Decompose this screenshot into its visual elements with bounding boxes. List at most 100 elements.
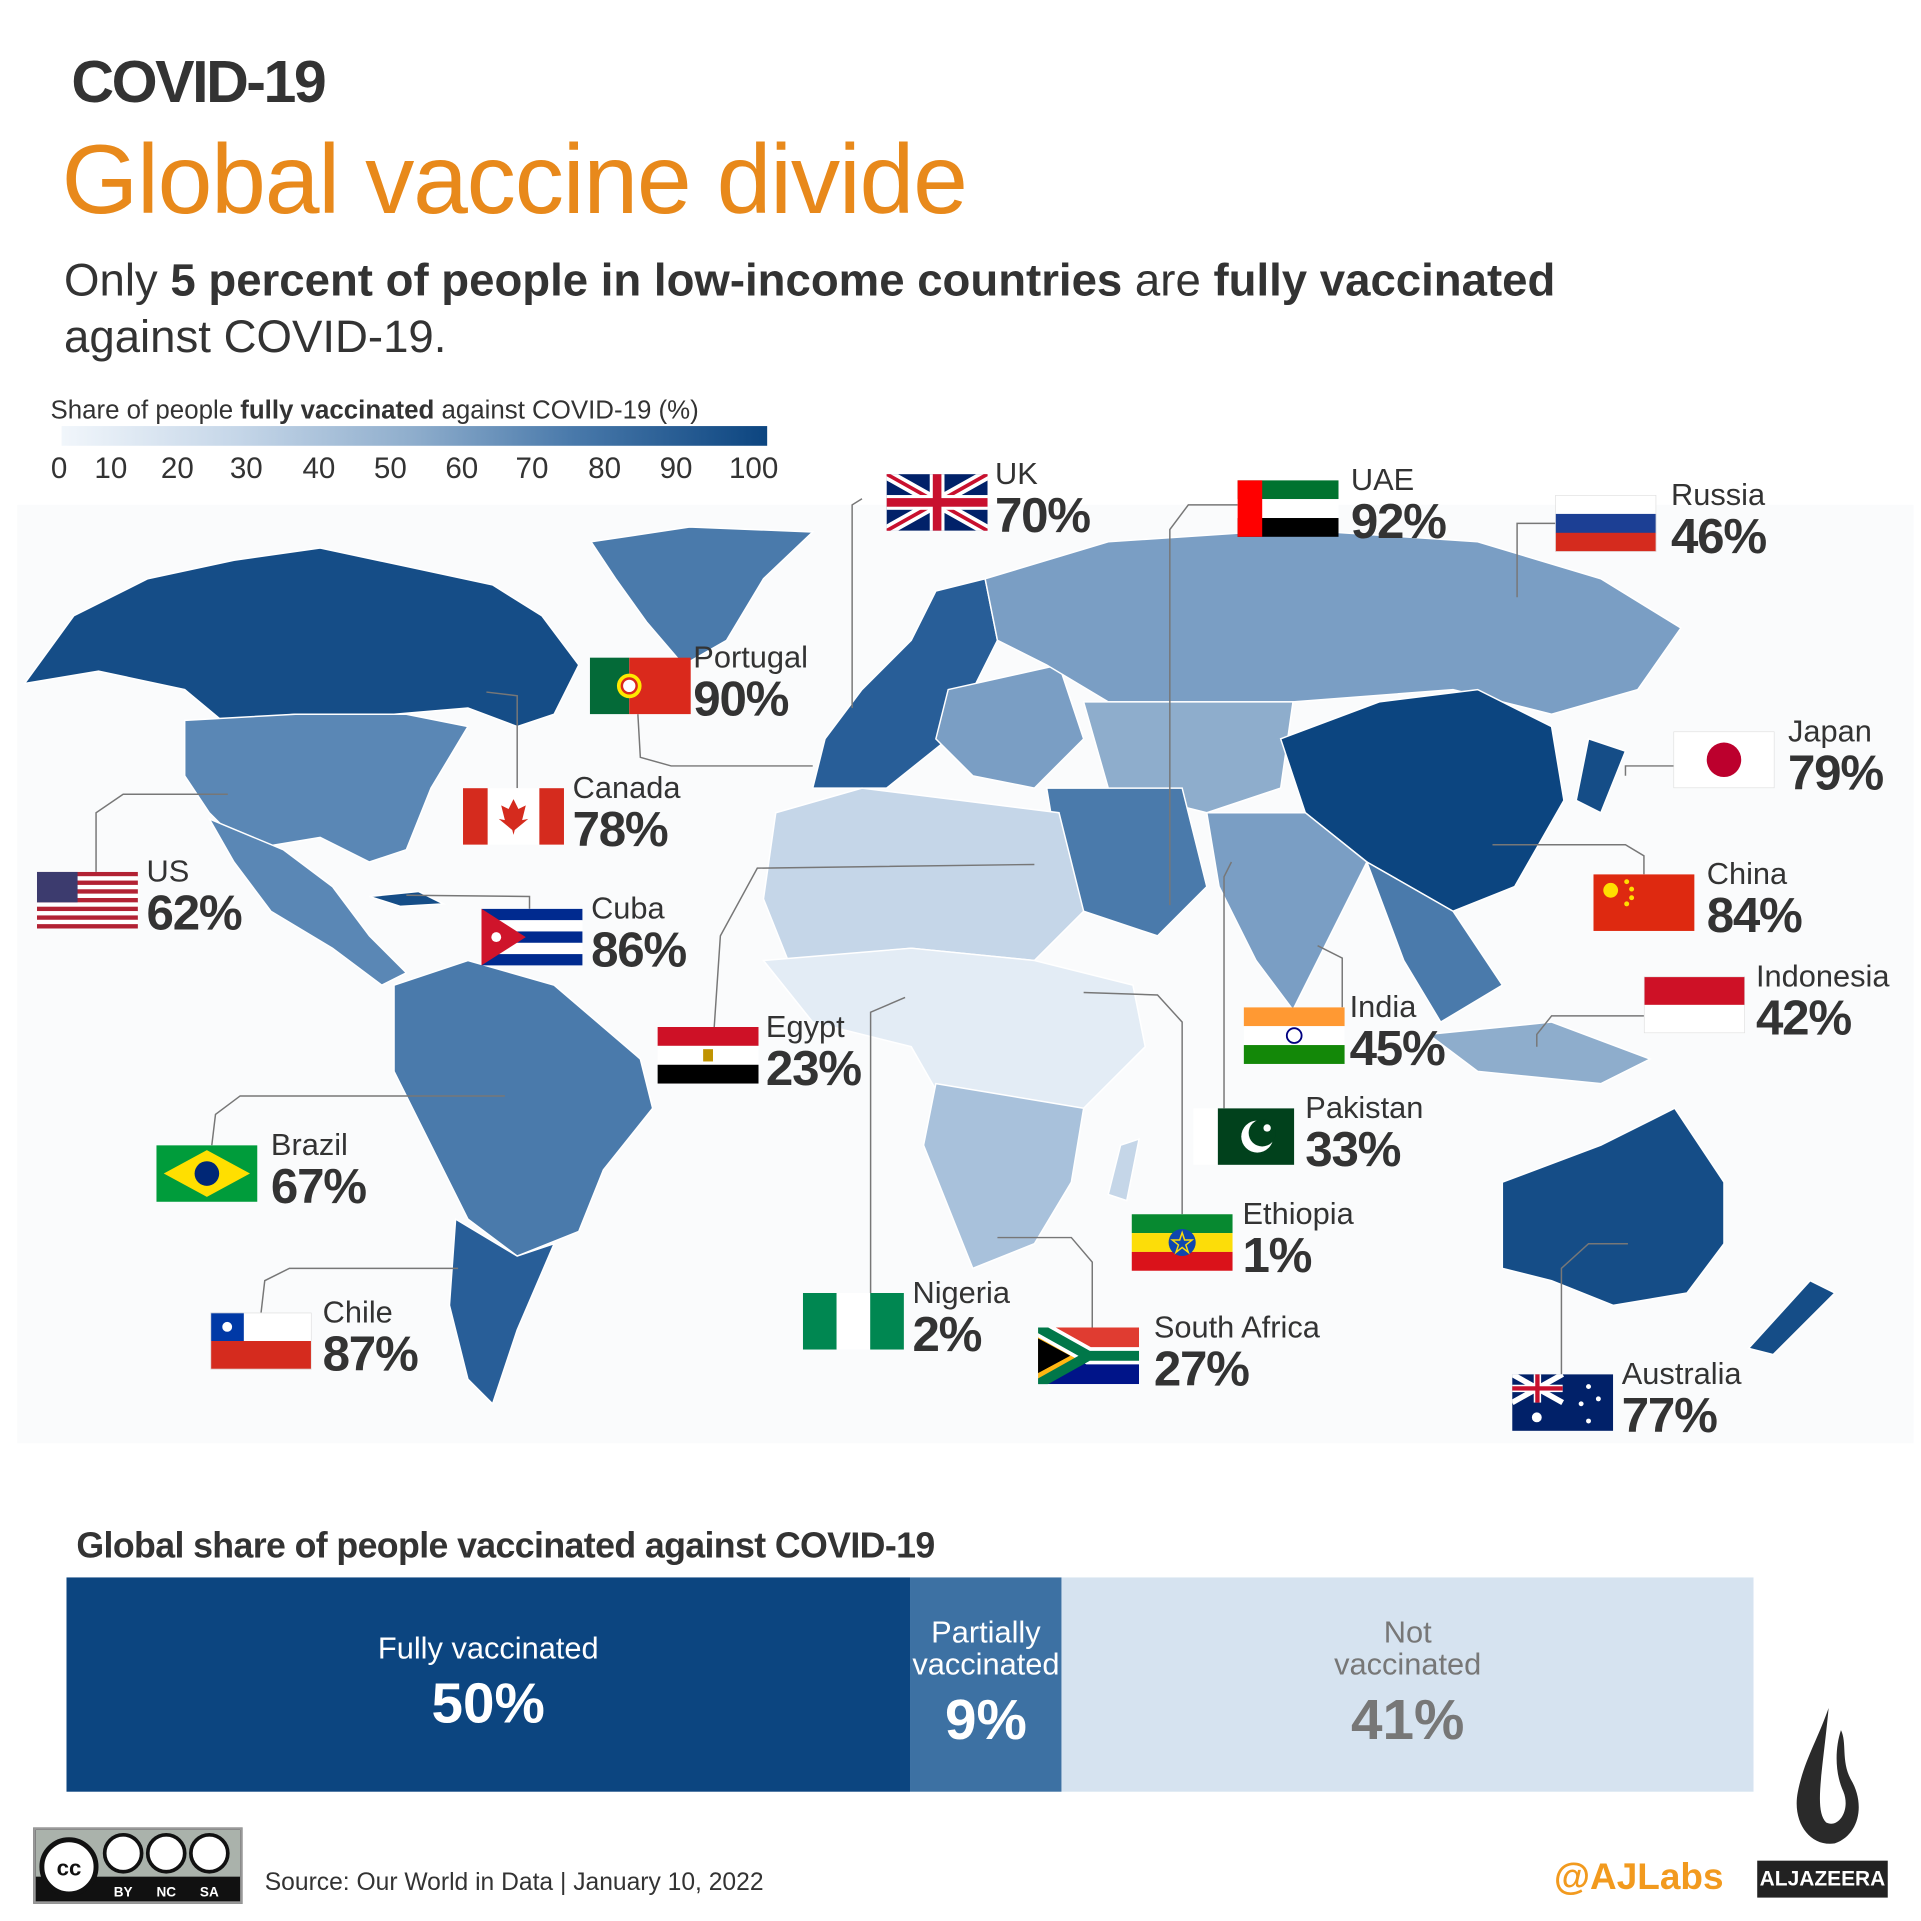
country-value-china: 84%: [1706, 889, 1803, 944]
leader-south-africa: [997, 1236, 1093, 1328]
bar-segment-fully-vaccinated: Fully vaccinated 50%: [66, 1577, 911, 1792]
mexico-central-america: [207, 817, 408, 986]
aljazeera-logo-icon: [1796, 1707, 1859, 1844]
segment-value: 9%: [944, 1687, 1027, 1752]
country-value-uae: 92%: [1350, 495, 1447, 550]
flag-south-africa-icon: [1038, 1327, 1140, 1385]
country-value-canada: 78%: [572, 802, 669, 858]
legend-tick: 80: [588, 451, 622, 486]
legend-color-scale: [61, 426, 768, 446]
legend-bold: fully vaccinated: [240, 396, 435, 425]
country-value-nigeria: 2%: [912, 1307, 982, 1362]
legend-text: against COVID-19 (%): [434, 396, 699, 425]
southern-africa: [922, 1082, 1085, 1270]
leader-japan: [1624, 765, 1674, 776]
central-asia: [1082, 701, 1294, 814]
subtitle: Only 5 percent of people in low-income c…: [64, 252, 1788, 365]
country-name-uae: UAE: [1350, 463, 1415, 498]
cuba: [369, 890, 447, 908]
india: [1205, 811, 1368, 1012]
segment-label: Fully vaccinated: [377, 1631, 599, 1667]
flag-nigeria-icon: [802, 1292, 904, 1350]
leader-portugal: [637, 714, 813, 767]
flag-brazil-icon: [156, 1145, 258, 1202]
country-value-indonesia: 42%: [1755, 991, 1852, 1046]
country-value-south-africa: 27%: [1153, 1342, 1250, 1397]
leader-pakistan: [1223, 861, 1233, 1109]
flag-china-icon: [1593, 874, 1695, 931]
flag-russia-icon: [1555, 495, 1657, 552]
indonesia: [1426, 1021, 1652, 1085]
country-name-china: China: [1706, 857, 1788, 892]
flag-pakistan-icon: [1193, 1108, 1295, 1165]
north-africa: [762, 787, 1085, 962]
leader-russia: [1516, 522, 1556, 598]
subtitle-text: Only: [64, 254, 171, 306]
country-name-portugal: Portugal: [693, 640, 808, 675]
flag-portugal-icon: [589, 657, 691, 715]
leader-egypt: [713, 863, 1035, 1028]
country-name-south-africa: South Africa: [1153, 1310, 1320, 1345]
country-value-brazil: 67%: [270, 1159, 367, 1215]
leader-chile: [260, 1267, 459, 1313]
country-value-japan: 79%: [1788, 746, 1884, 801]
leader-us: [95, 793, 228, 872]
leader-lines: [95, 498, 1674, 1375]
new-zealand: [1747, 1279, 1837, 1356]
country-name-russia: Russia: [1671, 477, 1766, 513]
cc-nc: NC: [156, 1884, 176, 1899]
us: [183, 713, 470, 863]
leader-brazil: [211, 1095, 505, 1146]
country-name-pakistan: Pakistan: [1305, 1091, 1424, 1126]
flag-uk-icon: [886, 474, 988, 531]
country-name-ethiopia: Ethiopia: [1242, 1196, 1354, 1232]
flag-australia-icon: [1512, 1374, 1614, 1431]
legend-tick: 70: [515, 451, 549, 486]
legend-tick: 50: [373, 451, 407, 486]
subtitle-text: are: [1122, 254, 1214, 306]
bar-segment-partially-vaccinated: Partially vaccinated 9%: [910, 1577, 1062, 1792]
country-value-us: 62%: [146, 886, 243, 941]
stacked-bar: Fully vaccinated 50% Partially vaccinated 9…: [66, 1577, 1754, 1792]
country-name-india: India: [1349, 990, 1417, 1025]
leader-uk: [851, 498, 863, 709]
country-name-us: US: [146, 854, 190, 890]
legend-tick: 60: [445, 451, 479, 486]
legend-tick: 90: [659, 451, 693, 486]
legend-tick: 100: [728, 451, 779, 486]
leader-india: [1317, 945, 1343, 1008]
country-name-brazil: Brazil: [270, 1127, 348, 1163]
leader-cuba: [406, 894, 531, 909]
subtitle-bold: fully vaccinated: [1213, 254, 1556, 306]
segment-value: 50%: [431, 1671, 545, 1736]
cc-sa: SA: [200, 1884, 219, 1899]
source-note: Source: Our World in Data | January 10, …: [264, 1869, 764, 1897]
country-name-cuba: Cuba: [591, 891, 665, 927]
country-value-uk: 70%: [994, 488, 1091, 544]
country-value-chile: 87%: [322, 1327, 419, 1382]
aljazeera-wordmark: ALJAZEERA: [1757, 1860, 1888, 1898]
bar-title: Global share of people vaccinated agains…: [76, 1526, 935, 1567]
creative-commons-license-badge: cc BY NC SA: [33, 1827, 243, 1904]
cc-icons: cc BY NC SA: [35, 1829, 241, 1899]
twitter-handle: @AJLabs: [1554, 1856, 1724, 1898]
leader-canada: [486, 691, 518, 789]
legend-tick: 40: [302, 451, 336, 486]
country-name-indonesia: Indonesia: [1755, 959, 1890, 994]
world-map: [22, 498, 1837, 1406]
flag-egypt-icon: [657, 1026, 759, 1084]
russia: [984, 528, 1682, 715]
leader-uae: [1169, 504, 1238, 906]
subtitle-text: against COVID-19.: [64, 311, 447, 363]
country-value-ethiopia: 1%: [1242, 1228, 1312, 1284]
south-america-north: [393, 959, 654, 1257]
leader-indonesia: [1536, 1015, 1644, 1047]
legend-title: Share of people fully vaccinated against…: [50, 397, 698, 427]
japan: [1575, 737, 1627, 814]
country-value-egypt: 23%: [765, 1041, 862, 1096]
flag-ethiopia-icon: [1131, 1214, 1233, 1271]
country-value-portugal: 90%: [693, 672, 789, 727]
flag-japan-icon: [1673, 731, 1775, 789]
leader-australia: [1560, 1242, 1628, 1375]
